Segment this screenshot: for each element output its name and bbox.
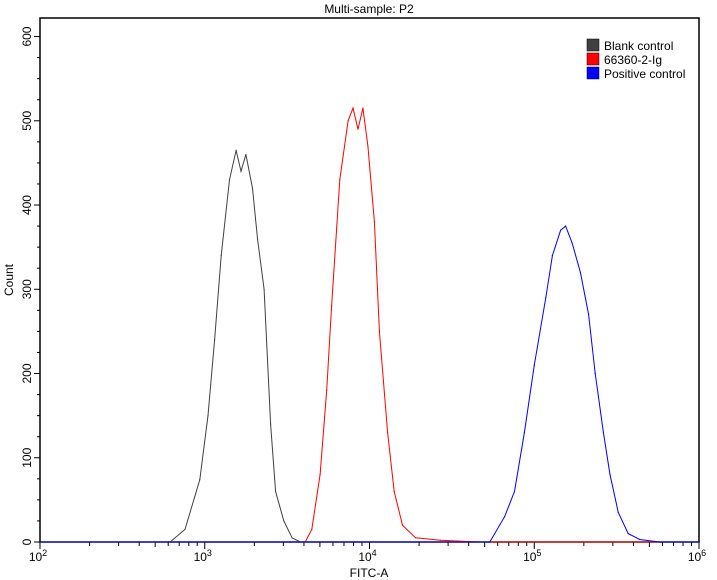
data-point (401, 524, 404, 526)
x-tick-label: 103 (194, 548, 212, 564)
y-tick-label: 100 (20, 447, 34, 467)
series-line-0 (40, 150, 699, 543)
data-point (387, 431, 389, 434)
data-point (513, 490, 516, 493)
data-point (357, 128, 359, 130)
data-point (235, 149, 237, 151)
x-axis-label: FITC-A (350, 566, 389, 580)
series-line-2 (40, 225, 699, 543)
data-point (240, 170, 242, 172)
data-point (245, 153, 247, 156)
data-point (362, 107, 364, 109)
data-point (560, 229, 562, 231)
data-point (199, 479, 201, 481)
data-point (571, 242, 573, 244)
x-tick-exponent: 3 (207, 548, 212, 558)
data-point (311, 528, 313, 530)
data-point (639, 538, 641, 541)
data-point (523, 431, 525, 434)
data-point (594, 372, 596, 375)
x-tick-exponent: 6 (701, 548, 706, 558)
y-tick-label: 0 (20, 538, 34, 545)
data-point (617, 511, 619, 514)
x-tick-exponent: 5 (536, 548, 541, 558)
data-point (415, 537, 417, 539)
data-point (291, 537, 293, 539)
data-point (274, 490, 277, 493)
x-tick-base: 10 (194, 550, 208, 564)
legend-label: Blank control (604, 39, 673, 53)
y-tick-label: 300 (20, 279, 34, 299)
x-tick-label: 104 (358, 548, 376, 564)
plot-frame (39, 17, 700, 543)
legend-label: 66360-2-Ig (604, 53, 662, 67)
x-tick-base: 10 (358, 550, 372, 564)
data-point (339, 179, 341, 181)
x-tick-base: 10 (29, 550, 43, 564)
data-point (579, 271, 581, 274)
data-point (588, 313, 590, 316)
y-tick-label: 600 (20, 26, 34, 46)
data-point (228, 179, 231, 181)
data-point (270, 423, 272, 425)
data-point (352, 107, 354, 109)
x-tick-base: 10 (688, 550, 702, 564)
data-point (214, 339, 216, 341)
legend-swatch (586, 66, 600, 80)
x-tick-label: 105 (523, 548, 541, 564)
data-point (207, 415, 209, 417)
x-tick-base: 10 (523, 550, 537, 564)
data-point (347, 120, 349, 122)
data-point (439, 539, 441, 541)
data-point (220, 254, 222, 257)
y-axis-label: Count (2, 263, 16, 296)
y-tick-label: 400 (20, 195, 34, 215)
data-point (184, 528, 186, 530)
data-point (658, 541, 661, 543)
data-point (331, 305, 333, 307)
data-point (283, 520, 285, 522)
data-point (545, 297, 547, 299)
series-line-1 (40, 106, 699, 543)
data-point (564, 225, 567, 227)
legend-swatch (586, 52, 600, 66)
data-point (319, 474, 321, 476)
y-tick-label: 200 (20, 363, 34, 383)
data-point (263, 288, 265, 290)
data-point (503, 516, 506, 518)
data-point (393, 490, 395, 493)
data-point (489, 541, 491, 543)
data-point (627, 532, 629, 535)
data-point (551, 254, 553, 257)
data-point (378, 330, 380, 332)
y-tick-label: 500 (20, 110, 34, 130)
data-point (602, 431, 605, 434)
chart-title: Multi-sample: P2 (324, 2, 414, 16)
x-tick-label: 102 (29, 548, 47, 564)
legend-swatch (586, 38, 600, 52)
legend-label: Positive control (604, 67, 685, 81)
data-point (251, 187, 254, 189)
x-tick-label: 106 (688, 548, 706, 564)
data-point (533, 364, 535, 366)
x-tick-exponent: 2 (42, 548, 47, 558)
data-point (367, 145, 369, 147)
x-tick-exponent: 4 (372, 548, 377, 558)
data-point (256, 238, 259, 240)
data-point (609, 474, 611, 476)
data-point (326, 389, 328, 391)
data-point (373, 221, 376, 223)
